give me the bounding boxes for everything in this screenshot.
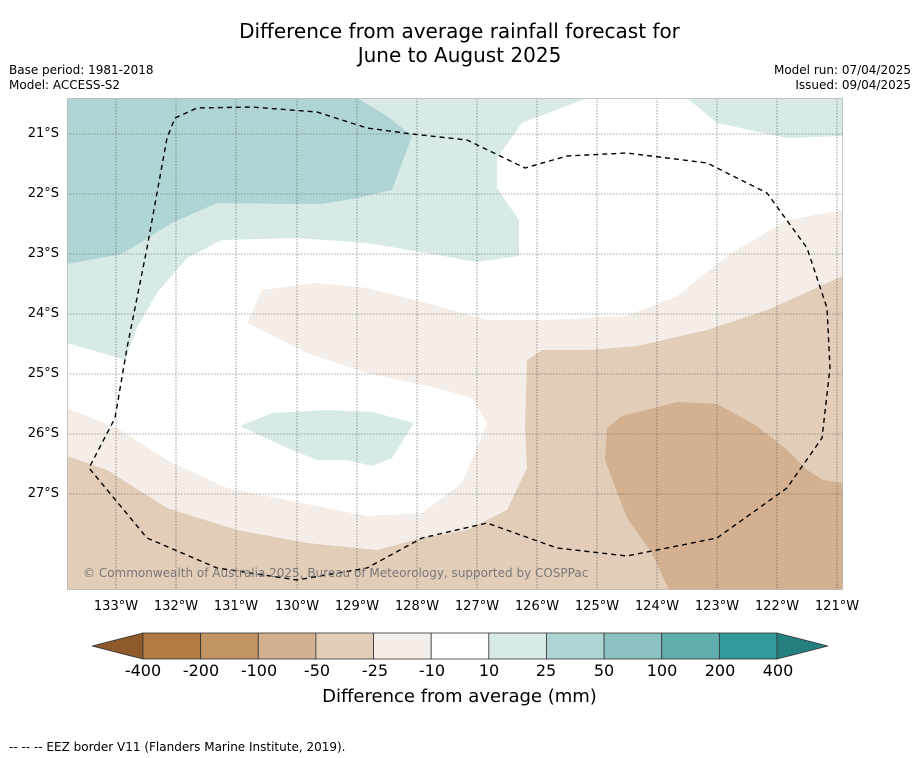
lon-label: 128°W — [394, 599, 440, 614]
lon-label: 129°W — [334, 599, 380, 614]
colorbar-label: -10 — [418, 661, 446, 680]
lon-label: 121°W — [814, 599, 860, 614]
colorbar-label: -50 — [303, 661, 331, 680]
colorbar-cell — [603, 632, 663, 660]
colorbar-cell — [257, 632, 317, 660]
colorbar-label: 400 — [762, 661, 794, 680]
colorbar-cell — [718, 632, 778, 660]
lat-label: 22°S — [27, 186, 59, 201]
rainfall-map: © Commonwealth of Australia 2025, Bureau… — [67, 98, 843, 590]
copyright-text: © Commonwealth of Australia 2025, Bureau… — [83, 566, 588, 580]
colorbar-cell — [142, 632, 202, 660]
colorbar-label: -100 — [240, 661, 278, 680]
colorbar-cell — [661, 632, 720, 660]
lon-label: 124°W — [634, 599, 680, 614]
colorbar-cell — [546, 632, 605, 660]
contour-wet-25-50 — [67, 98, 412, 264]
colorbar-cell — [488, 632, 547, 660]
contour-dry-50-100 — [605, 402, 843, 590]
colorbar-label: -25 — [361, 661, 389, 680]
colorbar-label: -400 — [124, 661, 162, 680]
chart-title-line1: Difference from average rainfall forecas… — [239, 19, 680, 43]
colorbar-label: 200 — [704, 661, 736, 680]
lon-label: 130°W — [274, 599, 320, 614]
colorbar-cell — [373, 632, 432, 660]
map-frame — [67, 98, 843, 590]
lon-label: 125°W — [574, 599, 620, 614]
lat-label: 23°S — [27, 246, 59, 261]
lon-label: 123°W — [694, 599, 740, 614]
lon-label: 127°W — [454, 599, 500, 614]
base-period: Base period: 1981-2018 — [9, 63, 154, 77]
lon-label: 131°W — [213, 599, 259, 614]
lon-label: 126°W — [514, 599, 560, 614]
lat-label: 21°S — [27, 126, 59, 141]
colorbar — [91, 632, 829, 660]
lon-label: 133°W — [93, 599, 139, 614]
colorbar-cell — [315, 632, 374, 660]
lat-label: 27°S — [27, 486, 59, 501]
lon-label: 132°W — [153, 599, 199, 614]
model-run: Model run: 07/04/2025 — [773, 63, 911, 77]
colorbar-extend-low — [91, 632, 144, 660]
eez-border — [88, 106, 831, 581]
graticule — [67, 98, 843, 590]
lat-label: 26°S — [27, 426, 59, 441]
chart-title-line2: June to August 2025 — [357, 43, 562, 67]
colorbar-label: 50 — [593, 661, 615, 680]
colorbar-label: 10 — [478, 661, 500, 680]
colorbar-label: -200 — [182, 661, 220, 680]
colorbar-title: Difference from average (mm) — [322, 686, 597, 707]
lat-label: 24°S — [27, 306, 59, 321]
colorbar-cell — [200, 632, 259, 660]
colorbar-cell — [430, 632, 490, 660]
footnote: -- -- -- EEZ border V11 (Flanders Marine… — [9, 740, 346, 754]
colorbar-extend-high — [776, 632, 829, 660]
lon-label: 122°W — [754, 599, 800, 614]
lat-label: 25°S — [27, 366, 59, 381]
contour-wet-10-25 — [67, 98, 843, 138]
colorbar-label: 100 — [646, 661, 678, 680]
contour-wet-blob — [240, 410, 414, 466]
colorbar-label: 25 — [535, 661, 557, 680]
issued-date: Issued: 09/04/2025 — [795, 78, 911, 92]
model-name: Model: ACCESS-S2 — [9, 78, 121, 92]
